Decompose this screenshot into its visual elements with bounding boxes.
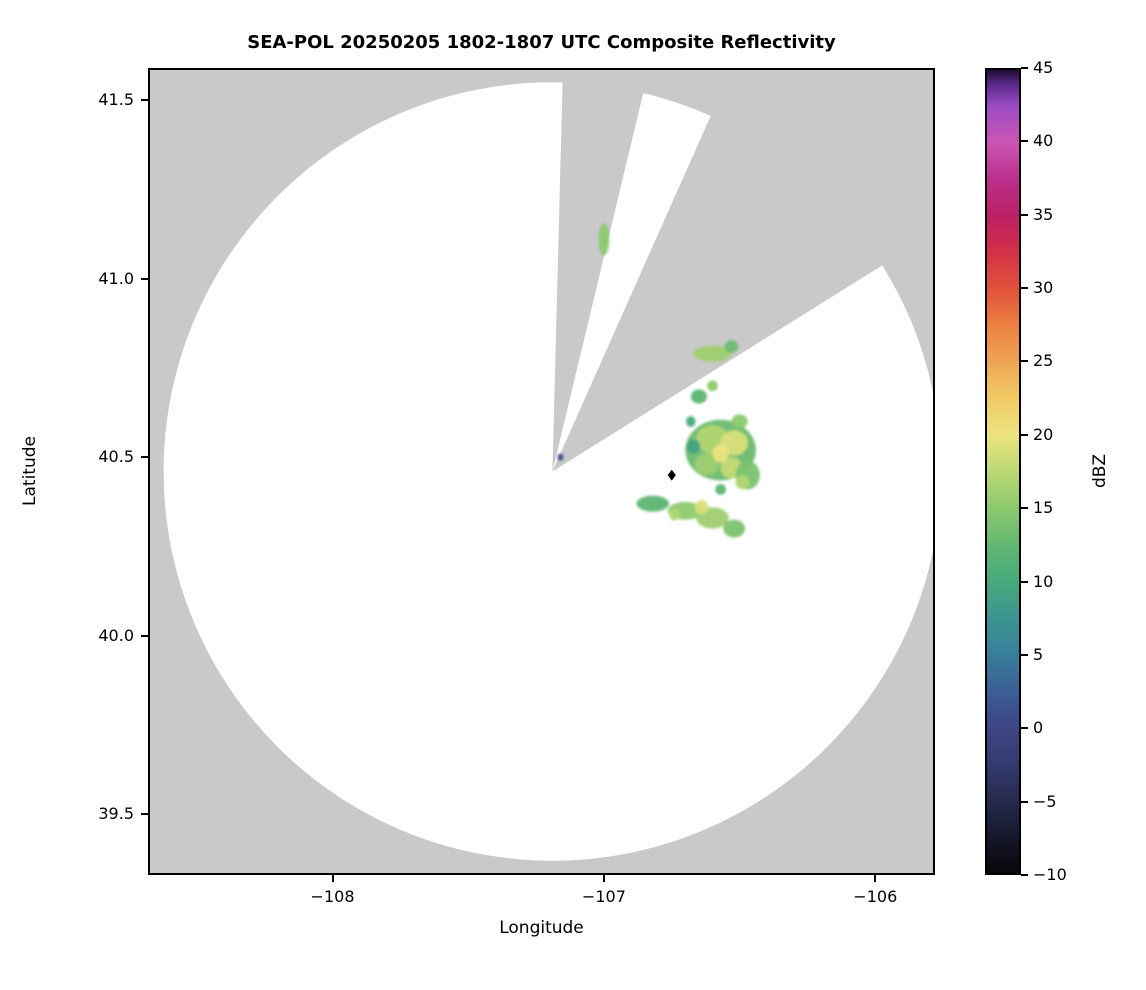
- echo-cell: [694, 453, 720, 476]
- chart-title: SEA-POL 20250205 1802-1807 UTC Composite…: [247, 32, 836, 53]
- site-marker: [667, 469, 676, 481]
- colorbar-tick-label: 0: [1033, 718, 1044, 738]
- echo-cell: [735, 475, 750, 490]
- echo-cell: [636, 495, 670, 512]
- y-tick-label: 41.5: [98, 90, 134, 110]
- x-tick-label: −106: [853, 887, 898, 906]
- colorbar-tick-label: −10: [1033, 865, 1067, 884]
- colorbar-tick: [1021, 360, 1028, 363]
- x-tick-label: −108: [310, 887, 355, 906]
- colorbar-tick-label: −5: [1033, 791, 1057, 811]
- colorbar-tick: [1021, 653, 1028, 656]
- echo-cell: [712, 444, 729, 463]
- colorbar-tick-label: 15: [1033, 498, 1054, 518]
- colorbar-tick-label: 10: [1033, 571, 1054, 591]
- y-tick-label: 40.5: [98, 447, 134, 467]
- y-tick: [141, 456, 148, 459]
- echo-cell: [731, 414, 748, 429]
- colorbar-tick: [1021, 800, 1028, 803]
- x-axis-label: Longitude: [499, 918, 584, 938]
- echo-cell: [686, 416, 696, 427]
- blocked-sector: [552, 94, 903, 472]
- colorbar-tick: [1021, 67, 1028, 69]
- echo-cell: [598, 223, 610, 256]
- reflectivity-echoes: [557, 223, 760, 538]
- echo-cell: [686, 439, 701, 454]
- x-tick-label: −107: [581, 887, 626, 906]
- y-tick: [141, 813, 148, 816]
- echo-cell: [557, 453, 564, 461]
- colorbar-tick-label: 25: [1033, 351, 1054, 371]
- echo-cell: [707, 380, 718, 392]
- blocked-sector: [552, 68, 649, 472]
- colorbar-tick-label: 5: [1033, 644, 1044, 664]
- colorbar-tick: [1021, 580, 1028, 583]
- colorbar-tick-label: 30: [1033, 278, 1054, 298]
- colorbar-tick: [1021, 507, 1028, 510]
- y-tick: [141, 277, 148, 280]
- x-tick: [602, 875, 605, 882]
- echo-cell: [715, 484, 726, 495]
- colorbar-tick: [1021, 433, 1028, 436]
- echo-cell: [723, 519, 746, 538]
- colorbar-tick-label: 20: [1033, 424, 1054, 444]
- y-tick: [141, 634, 148, 637]
- x-tick: [874, 875, 877, 882]
- echo-cell: [724, 340, 739, 353]
- y-tick-label: 39.5: [98, 804, 134, 824]
- x-tick: [331, 875, 334, 882]
- y-tick: [141, 99, 148, 102]
- colorbar-tick: [1021, 874, 1028, 876]
- colorbar-tick: [1021, 213, 1028, 216]
- echo-cell: [690, 389, 708, 404]
- radar-plot-area: [148, 68, 935, 875]
- colorbar-tick-label: 40: [1033, 131, 1054, 151]
- echo-cell: [694, 500, 709, 515]
- colorbar-label: dBZ: [1090, 453, 1110, 489]
- y-tick-label: 40.0: [98, 625, 134, 645]
- echo-cell: [693, 345, 732, 362]
- colorbar-tick: [1021, 287, 1028, 290]
- colorbar: [985, 68, 1021, 875]
- colorbar-tick: [1021, 727, 1028, 730]
- colorbar-tick-label: 35: [1033, 204, 1054, 224]
- echo-cell: [669, 508, 680, 521]
- y-tick-label: 41.0: [98, 268, 134, 288]
- colorbar-tick: [1021, 140, 1028, 143]
- colorbar-tick-label: 45: [1033, 58, 1054, 77]
- plot-border: [148, 68, 935, 875]
- y-axis-label: Latitude: [20, 436, 40, 506]
